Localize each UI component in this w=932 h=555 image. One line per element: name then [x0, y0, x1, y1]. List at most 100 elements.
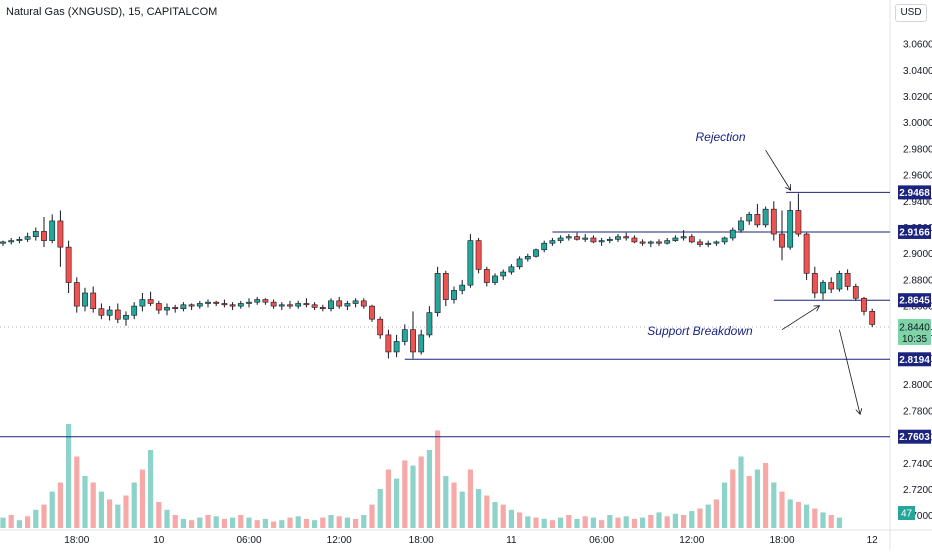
candle-body — [90, 292, 97, 310]
volume-bar — [328, 515, 334, 528]
candle-body — [418, 334, 425, 353]
volume-bar — [8, 515, 14, 528]
candle-body — [98, 308, 105, 316]
volume-bar — [648, 515, 654, 528]
x-tick-label: 12 — [867, 535, 879, 546]
volume-bar — [435, 430, 441, 528]
candle-body — [688, 236, 695, 243]
candle-body — [270, 301, 277, 307]
candle-body — [246, 301, 252, 304]
volume-bar — [271, 521, 277, 528]
y-tick-label: 2.7000 — [903, 511, 932, 522]
candle-body — [164, 307, 170, 311]
annotation-label: Rejection — [695, 130, 745, 144]
volume-bar — [213, 516, 219, 528]
candle-body — [24, 236, 31, 240]
candle-body — [155, 303, 162, 311]
volume-bar — [804, 504, 810, 528]
level-price-label: 2.9468 — [899, 188, 930, 199]
volume-bar — [131, 482, 137, 528]
candle-body — [779, 233, 785, 248]
volume-bar — [681, 515, 687, 528]
volume-bar — [508, 509, 514, 528]
candle-body — [656, 241, 662, 244]
y-tick-label: 3.0600 — [903, 40, 932, 51]
candle-body — [0, 241, 6, 244]
volume-bar — [16, 520, 22, 528]
volume-bar — [828, 515, 834, 528]
volume-bar — [640, 517, 646, 528]
candle-body — [795, 210, 802, 235]
candle-body — [508, 266, 515, 273]
candle-body — [237, 303, 244, 307]
level-price-label: 2.8645 — [899, 296, 930, 307]
y-tick-label: 2.8000 — [903, 380, 932, 391]
volume-bar — [57, 482, 63, 528]
candle-body — [352, 300, 359, 304]
candle-body — [410, 329, 416, 353]
volume-bar — [787, 499, 793, 528]
candle-body — [475, 240, 482, 270]
candle-body — [205, 301, 211, 304]
volume-bar — [385, 469, 391, 528]
y-tick-label: 2.9600 — [903, 171, 932, 182]
candle-body — [647, 241, 654, 244]
volume-bar — [517, 512, 523, 528]
volume-bar — [156, 502, 162, 528]
y-tick-label: 2.8800 — [903, 275, 932, 286]
candle-body — [746, 214, 753, 222]
currency-button[interactable]: USD — [895, 4, 927, 22]
annotation-label: Support Breakdown — [647, 324, 753, 338]
x-tick-label: 10 — [153, 535, 165, 546]
volume-bar — [500, 504, 506, 528]
candle-body — [467, 240, 474, 286]
volume-bar — [533, 517, 539, 528]
x-tick-label: 18:00 — [64, 535, 89, 546]
candle-body — [492, 275, 498, 283]
volume-bar — [459, 491, 465, 528]
y-tick-label: 2.9800 — [903, 144, 932, 155]
y-tick-label: 3.0400 — [903, 66, 932, 77]
candle-body — [803, 233, 810, 274]
candle-body — [828, 282, 835, 290]
y-tick-label: 2.7200 — [903, 485, 932, 496]
candle-body — [631, 237, 638, 243]
volume-bar — [74, 456, 80, 528]
candle-body — [172, 307, 179, 310]
candle-body — [196, 303, 203, 307]
volume-bar — [746, 476, 752, 528]
candle-body — [754, 214, 761, 226]
level-price-badge — [898, 429, 931, 444]
volume-bar — [779, 491, 785, 528]
candle-body — [147, 299, 154, 304]
level-price-label: 2.7603 — [899, 432, 930, 443]
volume-bar — [221, 518, 227, 528]
volume-bar — [771, 482, 777, 528]
candle-body — [680, 236, 687, 239]
candle-body — [516, 258, 523, 268]
volume-bar — [25, 516, 31, 528]
volume-bar — [738, 456, 744, 528]
volume-bar — [492, 502, 498, 528]
candle-body — [32, 231, 39, 237]
volume-bar — [82, 476, 88, 528]
candle-body — [615, 236, 621, 240]
candle-body — [483, 269, 490, 283]
candle-body — [303, 303, 310, 306]
volume-bar — [541, 518, 547, 528]
volume-bar — [525, 516, 531, 528]
volume-bar — [287, 517, 293, 528]
volume-bar — [312, 520, 318, 528]
candle-body — [393, 341, 400, 353]
candle-body — [213, 301, 220, 304]
candle-body — [385, 334, 392, 353]
candle-body — [623, 236, 630, 239]
x-tick-label: 06:00 — [236, 535, 261, 546]
level-price-badge — [898, 293, 931, 308]
volume-bar — [484, 495, 490, 528]
candle-body — [336, 300, 343, 307]
volume-bar — [476, 489, 482, 528]
current-price-label: 2.8440 — [899, 323, 930, 334]
